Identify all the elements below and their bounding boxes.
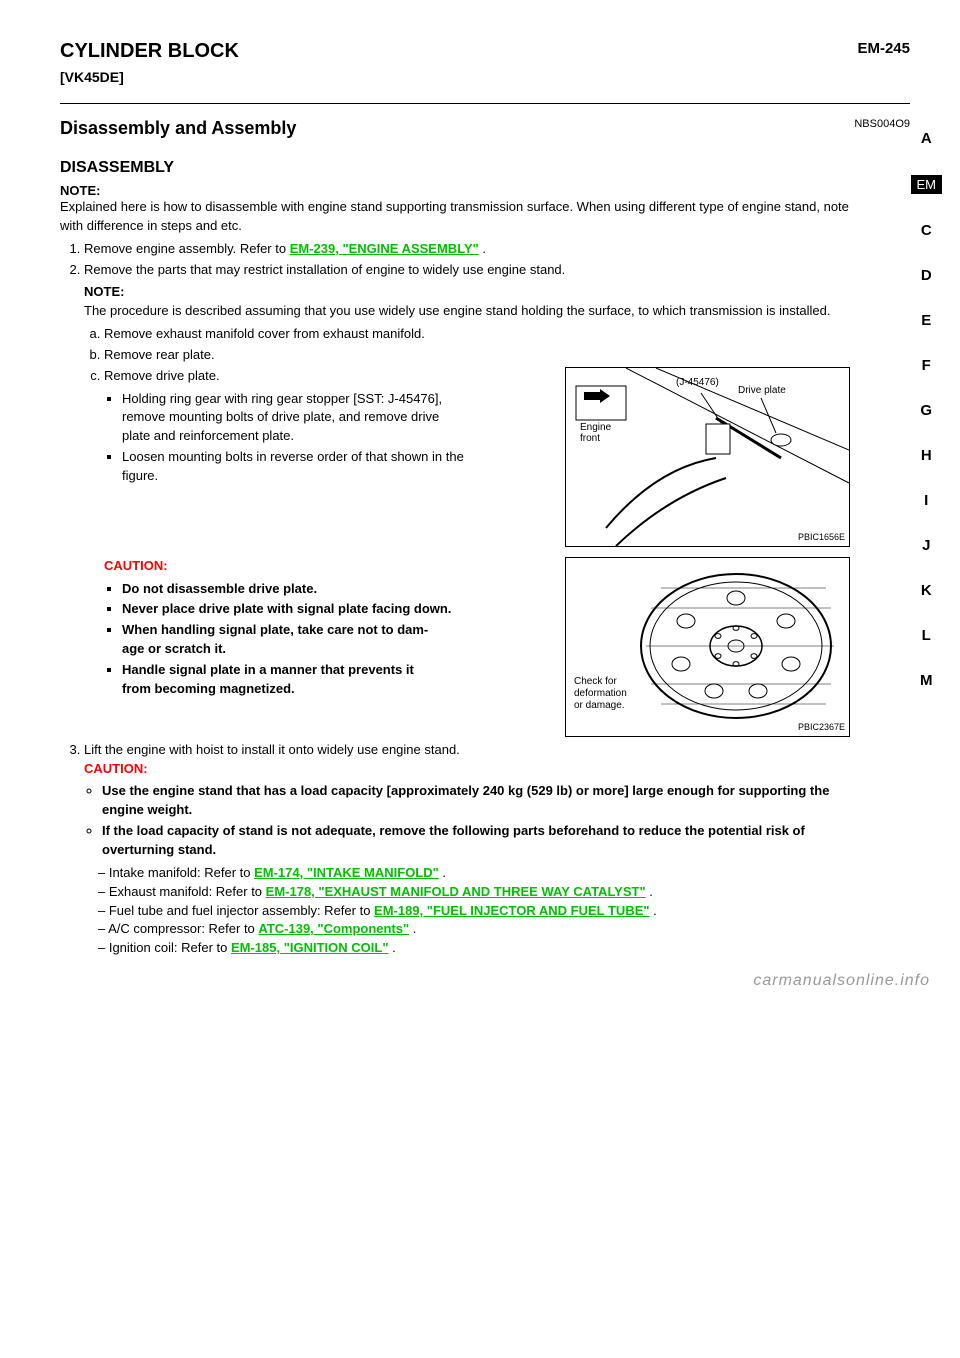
p5l: Ignition coil: Refer to: [109, 940, 231, 955]
page-header: CYLINDER BLOCK EM-245: [60, 40, 910, 63]
link-engine-assembly[interactable]: EM-239, "ENGINE ASSEMBLY": [290, 241, 479, 256]
tab-i[interactable]: I: [924, 492, 928, 509]
part-intake: – Intake manifold: Refer to EM-174, "INT…: [98, 864, 850, 883]
p2l: Exhaust manifold: Refer to: [109, 884, 266, 899]
step-list: Remove engine assembly. Refer to EM-239,…: [64, 240, 850, 958]
figure-1-svg: [566, 368, 849, 546]
c1b3b: age or scratch it.: [122, 641, 226, 656]
step-2c-l2: remove mounting bolts of drive plate, an…: [122, 409, 439, 424]
caution1-b2: Never place drive plate with signal plat…: [122, 600, 551, 619]
tab-c[interactable]: C: [921, 222, 932, 239]
tab-d[interactable]: D: [921, 267, 932, 284]
part-ignition: – Ignition coil: Refer to EM-185, "IGNIT…: [98, 939, 850, 958]
tab-a[interactable]: A: [921, 130, 932, 147]
step-2-note-label: NOTE:: [84, 283, 850, 302]
link-ignition-coil[interactable]: EM-185, "IGNITION COIL": [231, 940, 389, 955]
step-2-text: Remove the parts that may restrict insta…: [84, 262, 565, 277]
step-1: Remove engine assembly. Refer to EM-239,…: [84, 240, 850, 259]
step-1-text-a: Remove engine assembly. Refer to: [84, 241, 290, 256]
tab-k[interactable]: K: [921, 582, 932, 599]
tab-f[interactable]: F: [922, 357, 931, 374]
tab-h[interactable]: H: [921, 447, 932, 464]
step-2c-bullet1: Holding ring gear with ring gear stopper…: [122, 390, 551, 447]
toc-title: Disassembly and Assembly: [60, 118, 296, 139]
tab-g[interactable]: G: [920, 402, 932, 419]
p1e: .: [439, 865, 446, 880]
page-number: EM-245: [857, 40, 910, 57]
sub-title: [VK45DE]: [60, 69, 910, 85]
note-text: Explained here is how to disassemble wit…: [60, 198, 850, 236]
tab-m[interactable]: M: [920, 672, 933, 689]
c1b4a: Handle signal plate in a manner that pre…: [122, 662, 414, 677]
side-tab-strip: A EM C D E F G H I J K L M: [911, 130, 943, 689]
p2e: .: [646, 884, 653, 899]
caution1-b3: When handling signal plate, take care no…: [122, 621, 551, 659]
tab-l[interactable]: L: [922, 627, 931, 644]
step-1-text-b: .: [479, 241, 486, 256]
fig1-code: PBIC1656E: [798, 531, 845, 544]
toc-heading-row: Disassembly and Assembly NBS004O9: [60, 118, 910, 139]
step-2c-a: Remove drive plate.: [104, 367, 551, 386]
step-2c-l3: plate and reinforcement plate.: [122, 428, 294, 443]
c1b4b: from becoming magnetized.: [122, 681, 295, 696]
link-atc-components[interactable]: ATC-139, "Components": [258, 921, 409, 936]
caution2-b1: Use the engine stand that has a load cap…: [102, 782, 850, 820]
fig2-code: PBIC2367E: [798, 721, 845, 734]
fig2-ct2: deformation: [574, 688, 627, 699]
p4l: A/C compressor: Refer to: [108, 921, 258, 936]
fig2-ct1: Check for: [574, 676, 617, 687]
link-fuel-injector[interactable]: EM-189, "FUEL INJECTOR AND FUEL TUBE": [374, 903, 650, 918]
step-2c-l1: Holding ring gear with ring gear stopper…: [122, 391, 442, 406]
part-exhaust: – Exhaust manifold: Refer to EM-178, "EX…: [98, 883, 850, 902]
tab-em-active[interactable]: EM: [911, 175, 943, 194]
part-ac: – A/C compressor: Refer to ATC-139, "Com…: [98, 920, 850, 939]
toc-code: NBS004O9: [854, 118, 910, 139]
c1b3a: When handling signal plate, take care no…: [122, 622, 428, 637]
tab-j[interactable]: J: [922, 537, 930, 554]
caution1-label: CAUTION:: [104, 557, 551, 576]
fig2-ct3: or damage.: [574, 700, 625, 711]
watermark: carmanualsonline.info: [753, 972, 930, 990]
figure-2: Check for deformation or damage. PBIC236…: [565, 557, 850, 737]
step-2c-bullet2: Loosen mounting bolts in reverse order o…: [122, 448, 551, 486]
step-2a: Remove exhaust manifold cover from exhau…: [104, 325, 850, 344]
step-2: Remove the parts that may restrict insta…: [84, 261, 850, 737]
part-fuel: – Fuel tube and fuel injector assembly: …: [98, 902, 850, 921]
step-2c-c2: figure.: [122, 468, 158, 483]
step-2-substeps: Remove exhaust manifold cover from exhau…: [88, 325, 850, 737]
fig1-driveplate-label: Drive plate: [738, 384, 786, 399]
figure-1: Engine front (J-45476) Drive plate PBIC1…: [565, 367, 850, 547]
p4e: .: [409, 921, 416, 936]
caution1-b4: Handle signal plate in a manner that pre…: [122, 661, 551, 699]
link-exhaust-manifold[interactable]: EM-178, "EXHAUST MANIFOLD AND THREE WAY …: [266, 884, 646, 899]
step-2b: Remove rear plate.: [104, 346, 850, 365]
p3e: .: [650, 903, 657, 918]
step-2c: Remove drive plate. Holding ring gear wi…: [104, 367, 850, 737]
header-divider: [60, 103, 910, 104]
link-intake-manifold[interactable]: EM-174, "INTAKE MANIFOLD": [254, 865, 439, 880]
caution2-b2: If the load capacity of stand is not ade…: [102, 822, 850, 860]
p5e: .: [388, 940, 395, 955]
fig1-tool-label: (J-45476): [676, 376, 719, 391]
fig2-check-text: Check for deformation or damage.: [574, 676, 627, 712]
caution2-label: CAUTION:: [84, 760, 850, 779]
disassembly-heading: DISASSEMBLY: [60, 159, 850, 177]
page-container: A EM C D E F G H I J K L M CYLINDER BLOC…: [0, 0, 960, 1002]
tab-e[interactable]: E: [921, 312, 931, 329]
p1l: Intake manifold: Refer to: [109, 865, 254, 880]
fig1-engine-front-text: Engine front: [580, 422, 620, 444]
section-title: CYLINDER BLOCK: [60, 40, 239, 63]
caution1-b1: Do not disassemble drive plate.: [122, 580, 551, 599]
step-3: Lift the engine with hoist to install it…: [84, 741, 850, 958]
p3l: Fuel tube and fuel injector assembly: Re…: [109, 903, 374, 918]
step-3-text: Lift the engine with hoist to install it…: [84, 742, 460, 757]
step-2c-c1: Loosen mounting bolts in reverse order o…: [122, 449, 464, 464]
fig1-engine-front: Engine front: [580, 422, 620, 444]
step-2-note-text: The procedure is described assuming that…: [84, 302, 850, 321]
note-label: NOTE:: [60, 183, 850, 198]
